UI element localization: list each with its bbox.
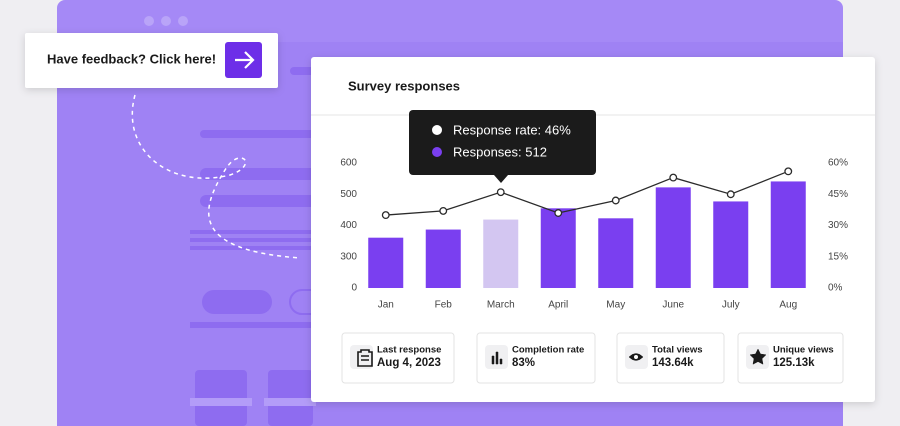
stat-icon: [357, 349, 373, 367]
x-tick-label: June: [662, 300, 684, 311]
stat-value: Aug 4, 2023: [377, 357, 441, 369]
bar: [713, 201, 749, 288]
stat-icon-pupil: [634, 355, 638, 359]
bar: [483, 219, 519, 288]
bar: [540, 208, 576, 288]
stat-label: Total views: [652, 345, 703, 356]
y2-tick-label: 45%: [828, 189, 848, 200]
bar: [368, 237, 404, 288]
stat-label: Last response: [377, 345, 441, 356]
bar: [655, 187, 691, 288]
bar: [598, 218, 634, 288]
y2-tick-label: 60%: [828, 158, 848, 169]
feedback-text: Have feedback? Click here!: [47, 51, 216, 66]
stat-value: 125.13k: [773, 357, 815, 369]
stat-label: Completion rate: [512, 345, 584, 356]
y-tick-label: 300: [340, 251, 357, 262]
line-point: [726, 190, 735, 199]
tooltip-text: Responses: 512: [453, 144, 547, 159]
x-tick-label: March: [487, 300, 515, 311]
line-point: [496, 188, 505, 197]
card-title: Survey responses: [348, 78, 460, 93]
x-tick-label: Aug: [779, 300, 797, 311]
tooltip-text: Response rate: 46%: [453, 122, 571, 137]
y-tick-label: 400: [340, 220, 357, 231]
bar: [425, 229, 461, 288]
x-tick-label: Feb: [435, 300, 453, 311]
line-point: [381, 211, 390, 220]
stat-box: [476, 332, 596, 384]
y-tick-label: 600: [340, 158, 357, 169]
line-point: [784, 167, 793, 176]
stat-value: 83%: [512, 357, 535, 369]
bar: [770, 181, 806, 288]
x-tick-label: April: [548, 300, 568, 311]
tooltip-dot: [432, 125, 442, 135]
stat-icon-bg: [350, 345, 373, 369]
y-tick-label: 0: [351, 283, 357, 294]
line: [385, 170, 789, 216]
y2-tick-label: 15%: [828, 251, 848, 262]
x-tick-label: July: [722, 300, 740, 311]
stat-value: 143.64k: [652, 357, 694, 369]
x-tick-label: Jan: [378, 300, 394, 311]
y2-tick-label: 0%: [828, 283, 843, 294]
stat-label: Unique views: [773, 345, 834, 356]
line-point: [611, 196, 620, 205]
arrow-icon: [235, 51, 255, 69]
tooltip: Response rate: 46% Responses: 512: [409, 110, 596, 183]
feedback-box[interactable]: Have feedback? Click here!: [25, 33, 278, 88]
y-tick-label: 500: [340, 189, 357, 200]
stat-icon: [749, 348, 767, 365]
x-tick-label: May: [606, 300, 625, 311]
line-point: [439, 206, 448, 215]
line-point: [669, 173, 678, 182]
line-point: [554, 209, 563, 217]
chart: 0 300 400 500 600 0% 15% 30% 45% 60% Jan Feb March Ap…: [340, 158, 848, 311]
tooltip-dot: [432, 147, 442, 157]
stat-icon: [491, 351, 503, 365]
y2-tick-label: 30%: [828, 220, 848, 231]
